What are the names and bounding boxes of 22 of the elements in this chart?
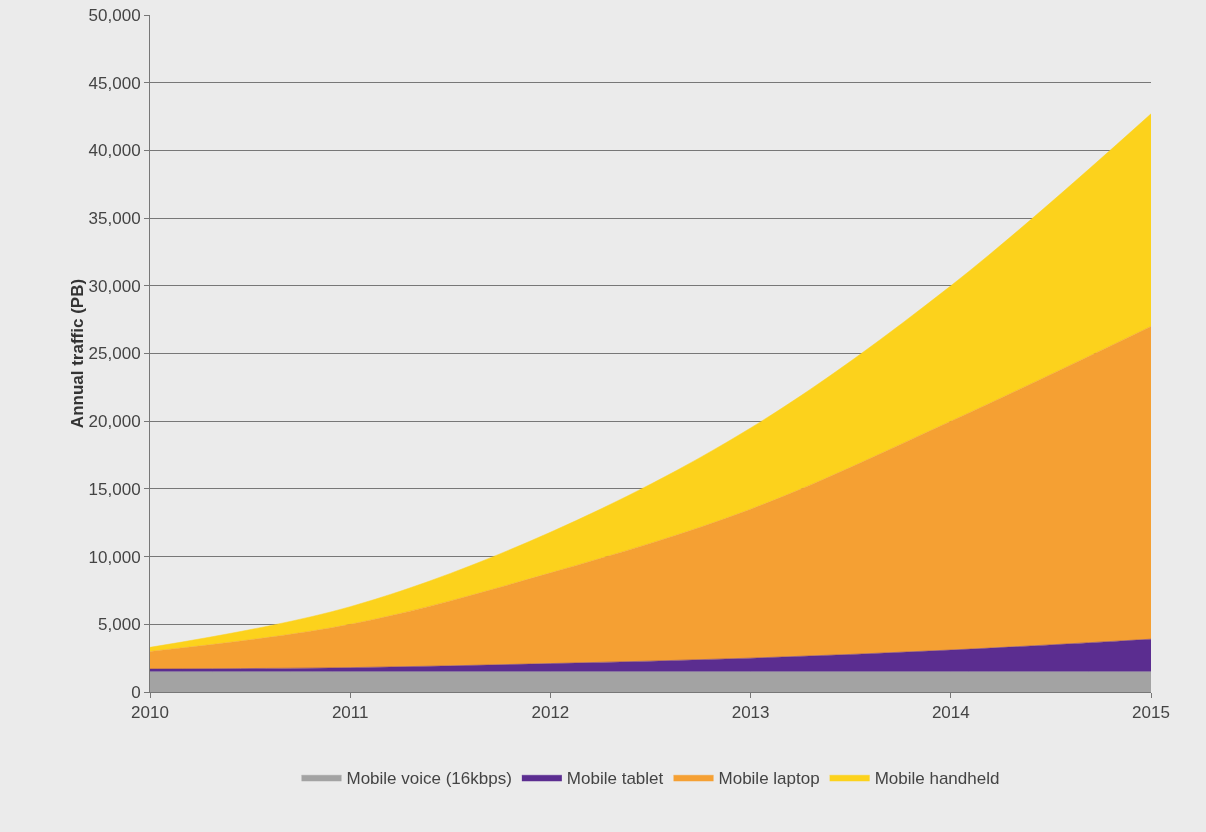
y-tick-label: 40,000 xyxy=(88,141,141,161)
x-tick-label: 2011 xyxy=(331,703,369,723)
y-tick-label: 45,000 xyxy=(88,73,141,93)
y-tick-label: 15,000 xyxy=(88,479,141,499)
x-tick-label: 2012 xyxy=(531,703,570,723)
legend-label: Mobile voice (16kbps) xyxy=(346,768,512,788)
legend-label: Mobile tablet xyxy=(566,768,664,788)
x-tick-label: 2015 xyxy=(1132,703,1170,723)
x-tick-label: 2014 xyxy=(931,703,970,723)
legend-label: Mobile handheld xyxy=(874,768,1000,788)
legend-label: Mobile laptop xyxy=(718,768,820,788)
x-tick-label: 2010 xyxy=(131,703,169,723)
y-axis-title: Annual traffic (PB) xyxy=(67,278,87,429)
y-tick-label: 35,000 xyxy=(88,209,141,229)
y-tick-label: 20,000 xyxy=(88,412,141,432)
x-tick-label: 2013 xyxy=(731,703,770,723)
y-tick-label: 30,000 xyxy=(88,276,141,296)
y-tick-label: 50,000 xyxy=(88,5,141,25)
y-tick-label: 10,000 xyxy=(88,547,141,567)
y-tick-label: 5,000 xyxy=(98,615,141,635)
y-tick-label: 0 xyxy=(131,682,141,702)
y-tick-label: 25,000 xyxy=(88,344,141,364)
